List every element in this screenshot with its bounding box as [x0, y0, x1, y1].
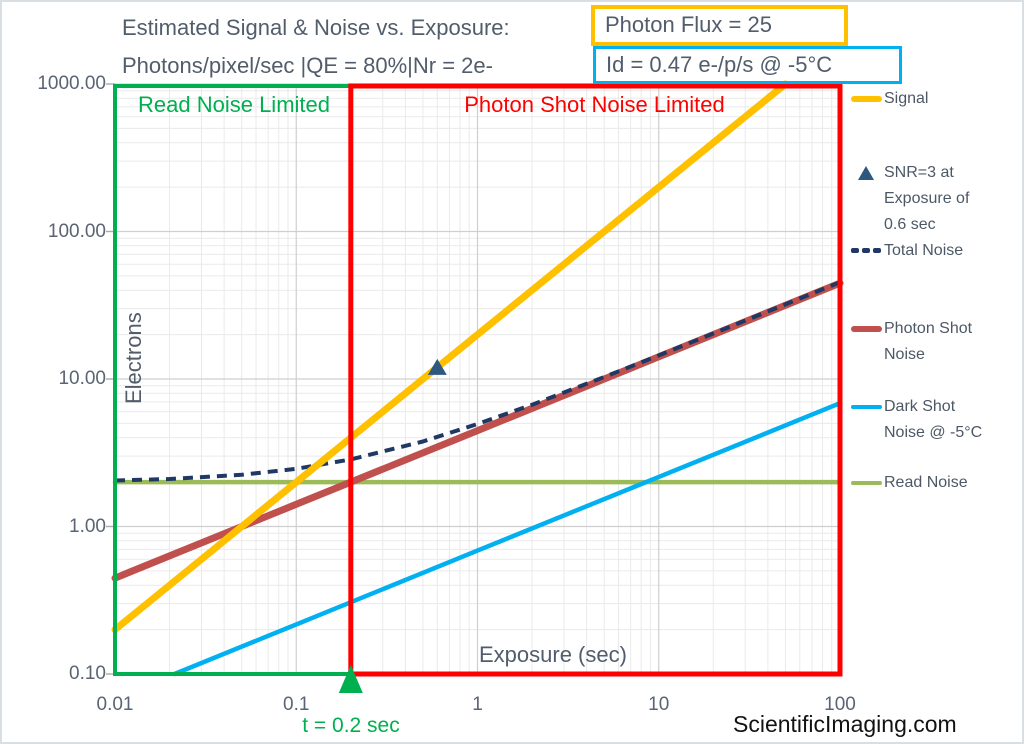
series-line-signal [111, 80, 789, 634]
marker-snr3-triangle [427, 358, 447, 375]
legend-item: SNR=3 at Exposure of 0.6 sec [851, 160, 969, 238]
legend-label: Read Noise [884, 470, 968, 496]
x-tick-label: 0.1 [283, 694, 310, 715]
watermark-text: ScientificImaging.com [733, 711, 957, 737]
legend-label-line: Total Noise [884, 242, 964, 259]
legend-label-line: Exposure of [884, 190, 970, 207]
legend-label-line: Dark Shot [884, 398, 956, 415]
legend-label: SNR=3 at Exposure of 0.6 sec [884, 160, 969, 238]
legend-label-line: Noise [884, 346, 925, 363]
legend-label: Dark Shot Noise @ -5°C [884, 394, 982, 446]
legend-item: Dark Shot Noise @ -5°C [851, 394, 982, 446]
legend-label-line: Photon Shot [884, 320, 973, 337]
chart-title-line1: Estimated Signal & Noise vs. Exposure: [122, 15, 510, 40]
y-axis-title: Electrons [121, 312, 146, 404]
x-tick-label: 100 [824, 694, 856, 715]
region-label-read-noise-limited: Read Noise Limited [138, 92, 330, 117]
title-highlight-dark-current: Id = 0.47 e-/p/s @ -5°C [593, 46, 902, 84]
chart-title-line2: Photons/pixel/sec |QE = 80%|Nr = 2e- [122, 53, 493, 78]
legend-label-line: SNR=3 at [884, 164, 954, 181]
region-label-photon-shot-noise-limited: Photon Shot Noise Limited [464, 92, 725, 117]
x-tick-label: 10 [648, 694, 670, 715]
legend-line-swatch [851, 481, 882, 485]
legend-label: Total Noise [884, 238, 963, 264]
legend-item: Photon Shot Noise [851, 316, 972, 368]
x-tick-label: 0.01 [96, 694, 134, 715]
legend-line-swatch [851, 96, 882, 102]
legend-label-line: Signal [884, 90, 929, 107]
chart-legend: Signal SNR=3 at Exposure of 0.6 sec Total No… [851, 2, 1022, 742]
legend-label-line: Noise @ -5°C [884, 424, 983, 441]
x-axis-title: Exposure (sec) [479, 642, 627, 667]
series-line-total-noise [114, 280, 841, 483]
legend-label: Photon Shot Noise [884, 316, 972, 368]
y-tick-label: 1000.00 [37, 73, 106, 94]
marker-t02-triangle [338, 665, 363, 693]
legend-triangle-marker-icon [858, 166, 874, 180]
y-tick-label: 0.10 [69, 663, 106, 684]
legend-label-line: 0.6 sec [884, 216, 936, 233]
legend-line-swatch [851, 326, 882, 332]
legend-item: Total Noise [851, 238, 963, 264]
legend-dashed-line-swatch [851, 248, 884, 253]
legend-label: Signal [884, 86, 928, 112]
legend-line-swatch [851, 405, 882, 409]
legend-item: Read Noise [851, 470, 968, 496]
annotation-exposure-marker-label: t = 0.2 sec [302, 714, 400, 737]
y-tick-label: 10.00 [58, 368, 106, 389]
series-line-dark-shot-noise-5-c [172, 400, 843, 677]
region-box-read-noise-limited [113, 84, 353, 676]
x-tick-label: 1 [472, 694, 483, 715]
y-tick-label: 1.00 [69, 515, 106, 537]
region-box-photon-shot-noise-limited [348, 83, 843, 677]
legend-label-line: Read Noise [884, 474, 968, 491]
title-highlight-photon-flux: Photon Flux = 25 [591, 5, 848, 46]
legend-item: Signal [851, 86, 928, 112]
y-tick-label: 100.00 [47, 220, 106, 242]
